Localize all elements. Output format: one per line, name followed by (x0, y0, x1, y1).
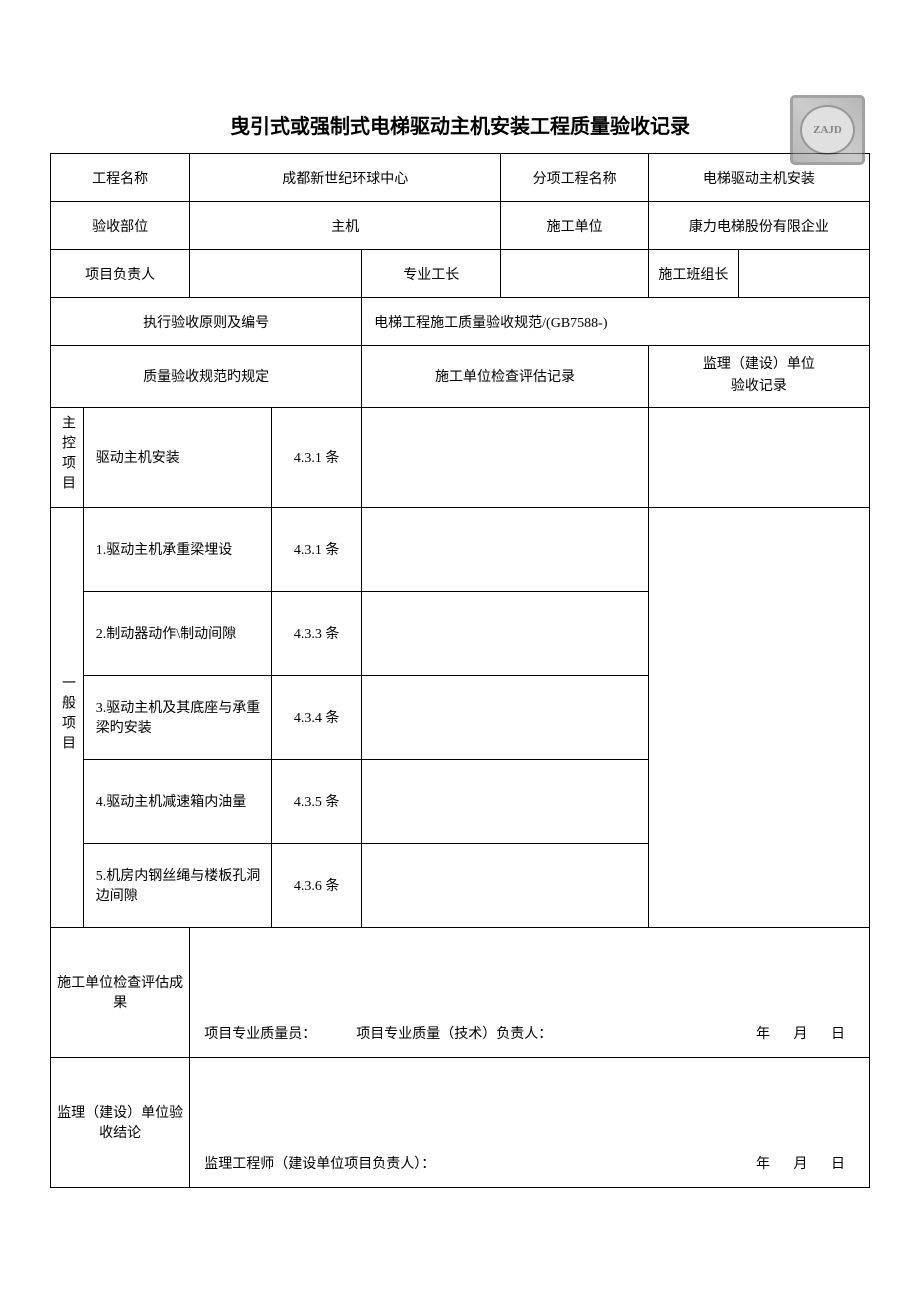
general-item-4-inspection (362, 759, 649, 843)
value-project-manager (190, 250, 362, 298)
general-item-5-inspection (362, 843, 649, 927)
header-row-4: 执行验收原则及编号 电梯工程施工质量验收规范/(GB7588-) (51, 298, 870, 346)
supervision-sig-label: 监理工程师（建设单位项目负责人）： (204, 1153, 435, 1173)
col-header-supervision-record: 监理（建设）单位 验收记录 (648, 346, 869, 408)
header-row-3: 项目负责人 专业工长 施工班组长 (51, 250, 870, 298)
value-construction-unit: 康力电梯股份有限企业 (648, 202, 869, 250)
general-section-label: 一般项目 (51, 507, 84, 927)
footer-supervision-label: 监理（建设）单位验收结论 (51, 1057, 190, 1187)
general-item-1-name: 1.驱动主机承重梁埋设 (83, 507, 271, 591)
stamp-seal: ZAJD (790, 95, 865, 165)
footer-check-row: 施工单位检查评估成果 项目专业质量员： 项目专业质量（技术）负责人： 年 月 日 (51, 927, 870, 1057)
general-vtext: 一般项目 (57, 675, 77, 755)
main-control-section-label: 主控项目 (51, 407, 84, 507)
label-inspection-part: 验收部位 (51, 202, 190, 250)
general-item-3-inspection (362, 675, 649, 759)
label-team-leader: 施工班组长 (648, 250, 738, 298)
general-item-5-name: 5.机房内钢丝绳与楼板孔洞边间隙 (83, 843, 271, 927)
general-item-3-clause: 4.3.4 条 (272, 675, 362, 759)
check-sig-date: 年 月 日 (756, 1023, 855, 1043)
supervision-line1: 监理（建设）单位 (703, 357, 815, 372)
main-control-vtext: 主控项目 (57, 415, 77, 495)
footer-supervision-row: 监理（建设）单位验收结论 监理工程师（建设单位项目负责人）： 年 月 日 (51, 1057, 870, 1187)
main-control-inspection-cell (362, 407, 649, 507)
label-standard-number: 执行验收原则及编号 (51, 298, 362, 346)
header-row-2: 验收部位 主机 施工单位 康力电梯股份有限企业 (51, 202, 870, 250)
general-item-1-inspection (362, 507, 649, 591)
column-header-row: 质量验收规范旳规定 施工单位检查评估记录 监理（建设）单位 验收记录 (51, 346, 870, 408)
general-item-2-inspection (362, 591, 649, 675)
value-standard-number: 电梯工程施工质量验收规范/(GB7588-) (362, 298, 870, 346)
supervision-line2: 验收记录 (731, 379, 787, 394)
footer-check-content: 项目专业质量员： 项目专业质量（技术）负责人： 年 月 日 (190, 927, 870, 1057)
page-title: 曳引式或强制式电梯驱动主机安装工程质量验收记录 (50, 110, 870, 139)
main-control-supervision-cell (648, 407, 869, 507)
general-row-1: 一般项目 1.驱动主机承重梁埋设 4.3.1 条 (51, 507, 870, 591)
value-inspection-part: 主机 (190, 202, 501, 250)
general-item-2-clause: 4.3.3 条 (272, 591, 362, 675)
label-construction-unit: 施工单位 (501, 202, 648, 250)
main-control-item-name: 驱动主机安装 (83, 407, 271, 507)
value-team-leader (738, 250, 869, 298)
general-item-4-clause: 4.3.5 条 (272, 759, 362, 843)
footer-check-label: 施工单位检查评估成果 (51, 927, 190, 1057)
stamp-text: ZAJD (800, 105, 855, 155)
general-item-2-name: 2.制动器动作\制动间隙 (83, 591, 271, 675)
col-header-regulation: 质量验收规范旳规定 (51, 346, 362, 408)
inspection-record-table: 工程名称 成都新世纪环球中心 分项工程名称 电梯驱动主机安装 验收部位 主机 施… (50, 153, 870, 1188)
value-professional-foreman (501, 250, 648, 298)
label-professional-foreman: 专业工长 (362, 250, 501, 298)
label-project-manager: 项目负责人 (51, 250, 190, 298)
header-row-1: 工程名称 成都新世纪环球中心 分项工程名称 电梯驱动主机安装 (51, 154, 870, 202)
main-control-item-clause: 4.3.1 条 (272, 407, 362, 507)
general-item-3-name: 3.驱动主机及其底座与承重梁旳安装 (83, 675, 271, 759)
footer-supervision-content: 监理工程师（建设单位项目负责人）： 年 月 日 (190, 1057, 870, 1187)
label-subproject-name: 分项工程名称 (501, 154, 648, 202)
check-sig-label-2: 项目专业质量（技术）负责人： (356, 1023, 552, 1043)
general-item-5-clause: 4.3.6 条 (272, 843, 362, 927)
general-item-4-name: 4.驱动主机减速箱内油量 (83, 759, 271, 843)
label-project-name: 工程名称 (51, 154, 190, 202)
general-item-1-clause: 4.3.1 条 (272, 507, 362, 591)
value-project-name: 成都新世纪环球中心 (190, 154, 501, 202)
main-control-row: 主控项目 驱动主机安装 4.3.1 条 (51, 407, 870, 507)
check-sig-label-1: 项目专业质量员： (204, 1023, 316, 1043)
supervision-sig-date: 年 月 日 (756, 1153, 855, 1173)
general-supervision-cell (648, 507, 869, 927)
col-header-inspection-record: 施工单位检查评估记录 (362, 346, 649, 408)
